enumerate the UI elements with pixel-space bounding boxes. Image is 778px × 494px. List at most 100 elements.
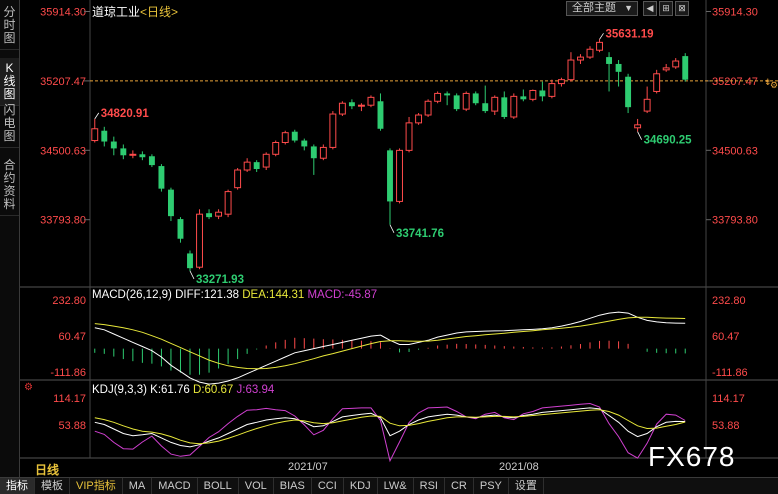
candle-body <box>291 131 298 141</box>
kdj-axis-label: 53.88 <box>58 420 86 432</box>
indicator-tab[interactable]: VOL <box>239 478 274 494</box>
macd-diff: DIFF:121.38 <box>175 289 240 301</box>
candle-body <box>148 156 155 166</box>
candle-body <box>206 213 212 218</box>
period-label[interactable]: 日线 <box>35 463 60 477</box>
macd-dea-line <box>94 316 686 370</box>
indicator-tab[interactable]: CR <box>445 478 474 494</box>
macd-axis-label: 60.47 <box>58 331 86 343</box>
kdj-label: KDJ(9,3,3) <box>92 384 147 396</box>
close-window-icon[interactable]: ⊠ <box>675 1 689 16</box>
indicator-tab[interactable]: MACD <box>152 478 198 494</box>
candle-body <box>634 124 642 129</box>
sidebar-tab[interactable]: 分时图 <box>0 2 19 50</box>
indicator-tab[interactable]: BIAS <box>274 478 312 494</box>
candle-body <box>396 149 403 202</box>
kdj-d: D:60.67 <box>193 384 234 396</box>
price-axis-label: 33793.80 <box>40 215 86 227</box>
sidebar-tab[interactable]: 闪电图 <box>0 100 19 148</box>
candle-body <box>434 92 442 102</box>
candle-body <box>482 103 489 112</box>
kdj-j: J:63.94 <box>236 384 275 396</box>
candle-body <box>462 92 470 110</box>
candle-body <box>539 90 546 97</box>
candle-body <box>577 56 584 61</box>
annotation-pointer <box>189 270 195 280</box>
indicator-tab[interactable]: 模板 <box>35 478 70 494</box>
sidebar-tab[interactable]: 合约资料 <box>0 155 19 216</box>
candle-body <box>177 219 184 239</box>
indicator-tab[interactable]: LW& <box>378 478 414 494</box>
sidebar-tab-char: 约 <box>3 171 16 185</box>
candle-body <box>491 96 499 112</box>
candle-body <box>415 114 423 124</box>
sidebar-tab-char: 料 <box>3 197 16 211</box>
candle-body <box>672 60 680 68</box>
price-axis-label: 35914.30 <box>712 7 758 19</box>
kdj-axis-label: 114.17 <box>53 393 86 405</box>
indicator-tab[interactable]: VIP指标 <box>70 478 123 494</box>
indicator-tab[interactable]: RSI <box>414 478 445 494</box>
candle-body <box>662 67 670 71</box>
kdj-k-line <box>94 407 686 448</box>
add-window-icon[interactable]: ⊞ <box>659 1 673 16</box>
macd-dea: DEA:144.31 <box>242 289 305 301</box>
indicator-tab[interactable]: 指标 <box>0 478 35 494</box>
indicator-tab[interactable]: 设置 <box>509 478 544 494</box>
sidebar-tab-char: 闪 <box>3 103 16 117</box>
candle-body <box>557 79 565 85</box>
price-annotation: 33741.76 <box>396 228 444 240</box>
candle-body <box>329 113 337 148</box>
chart-canvas[interactable]: 35914.30 35914.30 35207.47 35207.47 34500.63… <box>20 0 778 477</box>
price-annotation: 33271.93 <box>196 274 244 286</box>
annotation-pointer <box>389 224 395 233</box>
candle-body <box>444 93 451 96</box>
candle-body <box>357 104 365 107</box>
candle-body <box>234 169 242 189</box>
candle-body <box>120 148 127 156</box>
candle-body <box>101 130 108 142</box>
indicator-tab[interactable]: CCI <box>312 478 344 494</box>
candle-body <box>529 89 537 100</box>
period-indicator: <日线> <box>140 5 179 19</box>
indicator-tab[interactable]: BOLL <box>198 478 239 494</box>
watermark: FX678 <box>648 441 736 472</box>
indicator-tab[interactable]: PSY <box>474 478 509 494</box>
candle-body <box>187 253 193 269</box>
indicator-tab[interactable]: KDJ <box>344 478 378 494</box>
macd-axis-label: -111.86 <box>50 367 86 379</box>
candle-body <box>596 41 603 51</box>
candle-body <box>567 59 575 81</box>
theme-select[interactable]: 全部主题 ▼ <box>566 1 638 16</box>
indicator-tab[interactable]: MA <box>123 478 153 494</box>
indicator-settings-icon[interactable]: ⚙ <box>24 382 33 393</box>
sidebar-tab-char: 合 <box>3 158 16 172</box>
candle-body <box>253 162 260 170</box>
prev-arrow-icon[interactable]: ◀ <box>643 1 657 16</box>
settings-gear-icon[interactable]: ⚙ <box>770 80 778 90</box>
price-annotation: 34820.91 <box>101 108 150 120</box>
sidebar-tab-char: K <box>5 61 14 75</box>
price-axis-label: 35914.30 <box>40 7 86 19</box>
annotation-pointer <box>599 33 604 40</box>
macd-axis-label: 232.80 <box>712 295 746 307</box>
price-axis-label: 34500.63 <box>40 145 86 157</box>
macd-legend: MACD(26,12,9) DIFF:121.38 DEA:144.31 MAC… <box>92 289 377 301</box>
sidebar-tab-char: 图 <box>3 31 16 45</box>
kdj-j-line <box>94 402 686 463</box>
macd-axis-label: 60.47 <box>712 331 740 343</box>
candle-body <box>682 56 689 80</box>
candle-body <box>262 153 270 168</box>
candle-body <box>520 96 527 100</box>
macd-axis-label: 232.80 <box>52 295 86 307</box>
candle-body <box>319 146 327 159</box>
x-tick-label: 2021/08 <box>499 461 539 473</box>
sidebar-tab-char: 分 <box>3 5 16 19</box>
macd-value: MACD:-45.87 <box>307 289 378 301</box>
kdj-d-line <box>94 409 686 445</box>
candle-body <box>367 96 375 106</box>
candle-body <box>510 95 518 118</box>
sidebar-tab-char: 电 <box>3 116 16 130</box>
